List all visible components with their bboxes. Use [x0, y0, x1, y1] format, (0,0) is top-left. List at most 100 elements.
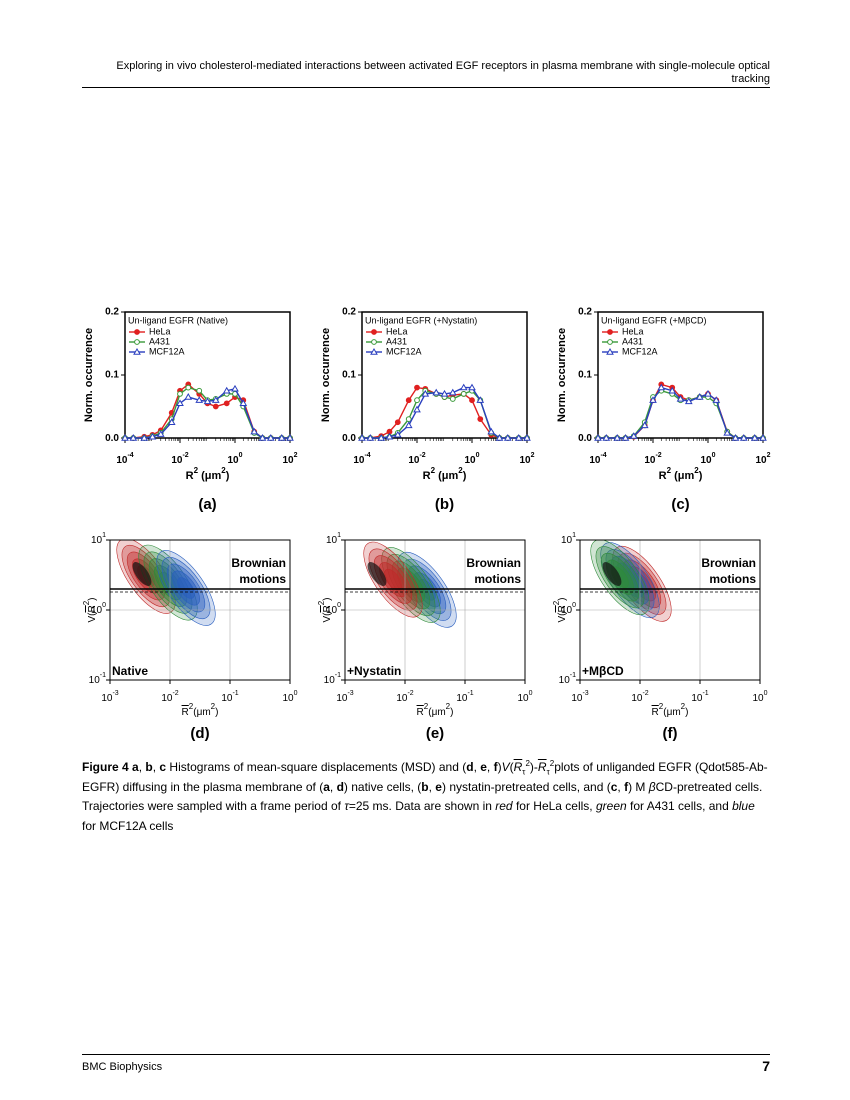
caption-text: , — [473, 760, 481, 774]
y-tick-label-base: 0.0 — [578, 433, 592, 444]
caption-text: a — [323, 779, 330, 794]
contour-core — [132, 562, 152, 586]
contour-level — [177, 577, 195, 599]
x-tick-label: 10-4 — [589, 452, 606, 466]
marker — [629, 432, 638, 439]
marker — [195, 396, 204, 403]
x-axis-label-part: (μm — [435, 470, 458, 482]
x-axis-label: R2(μm2) — [182, 702, 219, 718]
x-tick-label: 10-3 — [336, 690, 353, 704]
legend-label: A431 — [386, 336, 407, 346]
x-tick-label-exponent: 2 — [531, 452, 535, 459]
x-tick-label-base: 10 — [408, 455, 420, 466]
legend-label: HeLa — [622, 326, 644, 336]
journal-name: BMC Biophysics — [82, 1061, 163, 1073]
y-tick-label-base: 10 — [324, 675, 336, 686]
marker — [196, 387, 203, 394]
y-tick-label: 0.0 — [342, 433, 356, 444]
x-tick-label-exponent: -2 — [182, 452, 188, 459]
marker — [759, 433, 767, 441]
panel-label: (a) — [198, 496, 216, 513]
marker — [440, 389, 449, 397]
x-tick-label-exponent: -3 — [582, 690, 588, 697]
caption-text: c — [159, 760, 167, 774]
caption-text: β — [648, 779, 656, 794]
plot-frame — [109, 539, 291, 681]
x-tick-label: 100 — [464, 452, 479, 466]
panel-label: (e) — [426, 725, 444, 742]
x-tick-label: 102 — [755, 452, 770, 466]
caption-text: τ — [522, 767, 526, 777]
caption-text: ) — [497, 760, 502, 774]
header-rule — [82, 87, 770, 88]
marker — [358, 433, 366, 441]
x-axis-label-part: ) — [699, 470, 703, 482]
caption-text: CD-pretreated cells. Trajectories were s… — [82, 779, 763, 814]
y-tick-label: 100 — [561, 602, 576, 616]
x-tick-label-exponent: 0 — [764, 690, 768, 697]
x-tick-label-exponent: -2 — [407, 690, 413, 697]
marker — [469, 397, 475, 404]
region-label: Brownian — [466, 556, 521, 570]
marker — [148, 432, 157, 440]
marker — [676, 394, 685, 402]
caption-text: , — [152, 760, 160, 774]
caption-text: , — [617, 779, 625, 794]
caption-text: plots of unliganded EGFR (Qdot585-Ab-EGF… — [82, 760, 768, 794]
y-axis-label-part: V( — [557, 612, 568, 623]
contour-group — [590, 540, 672, 622]
y-axis-label-part: R — [87, 605, 98, 612]
caption-text: f — [624, 779, 629, 794]
y-tick-label: 0.2 — [105, 307, 119, 318]
marker — [613, 433, 622, 441]
y-tick-label: 100 — [91, 602, 106, 616]
x-tick-label-exponent: -3 — [112, 690, 118, 697]
legend-marker — [606, 347, 614, 355]
y-axis-label-part: 2 — [82, 600, 91, 605]
x-axis-label-part: R — [423, 470, 431, 482]
marker — [266, 433, 275, 441]
region-label: Brownian — [701, 556, 756, 570]
marker — [203, 397, 212, 405]
x-axis-label-part: R — [652, 707, 659, 718]
x-tick-label: 100 — [517, 690, 532, 704]
marker — [222, 386, 231, 394]
caption-text: =25 ms. Data are shown in — [348, 799, 496, 813]
y-tick-label: 0.1 — [105, 370, 119, 381]
figure-caption: Figure 4 a, b, c Histograms of mean-squa… — [82, 758, 772, 836]
marker — [239, 399, 248, 407]
x-tick-label-exponent: -3 — [347, 690, 353, 697]
legend-marker — [134, 329, 140, 335]
y-tick-label: 10-1 — [559, 672, 576, 686]
legend-label: A431 — [622, 336, 643, 346]
caption-text: Figure 4 — [82, 760, 129, 774]
legend-marker — [134, 339, 140, 345]
contour-core — [602, 562, 622, 586]
legend-label: MCF12A — [386, 346, 422, 356]
y-tick-label: 101 — [326, 532, 341, 546]
caption-text: ) M — [628, 779, 649, 794]
marker — [277, 433, 286, 441]
x-tick-label-exponent: 0 — [529, 690, 533, 697]
x-tick-label-base: 10 — [221, 693, 233, 704]
x-tick-label: 10-4 — [116, 452, 133, 466]
series-line — [125, 383, 290, 439]
caption-text: , — [138, 760, 146, 774]
marker — [211, 396, 220, 403]
x-tick-label-base: 10 — [101, 693, 113, 704]
caption-text: τ — [344, 799, 349, 813]
caption-text: 2 — [525, 759, 530, 768]
x-tick-label: 100 — [752, 690, 767, 704]
y-axis-label: V(R2) — [317, 597, 333, 622]
marker — [176, 399, 184, 407]
x-tick-label-base: 10 — [589, 455, 601, 466]
marker — [514, 433, 523, 441]
caption-text: V — [501, 760, 510, 774]
marker — [449, 396, 456, 402]
x-axis-label-part: 2 — [431, 466, 436, 475]
legend-marker — [607, 329, 613, 335]
caption-text: ) nystatin-pretreated cells, and ( — [441, 779, 611, 794]
y-axis-label-part: 2 — [317, 600, 326, 605]
x-axis-label-part: 2 — [659, 702, 664, 711]
x-tick-label-exponent: 0 — [712, 452, 716, 459]
